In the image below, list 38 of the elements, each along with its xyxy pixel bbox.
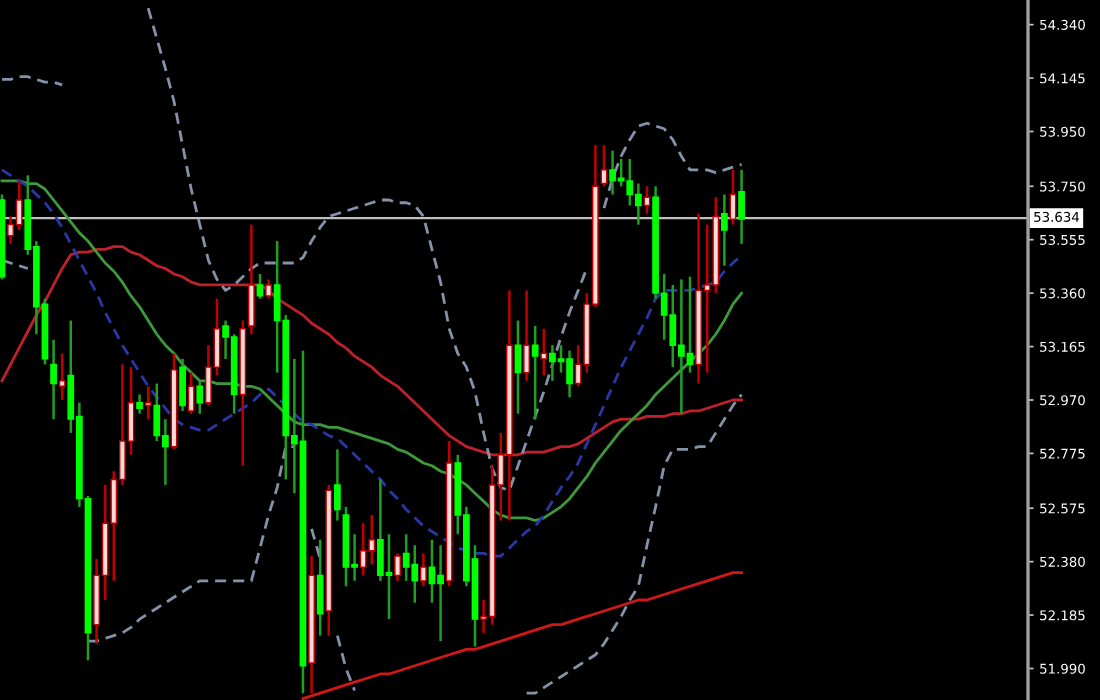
candlestick [566, 349, 573, 399]
candlestick [153, 382, 161, 443]
candlestick [540, 327, 548, 377]
candlestick [265, 278, 272, 300]
candlestick [626, 157, 634, 207]
candlestick [531, 324, 539, 421]
candlestick [703, 223, 711, 374]
candlestick [428, 538, 436, 604]
candlestick [669, 283, 677, 369]
candlestick [523, 289, 530, 383]
candlestick [385, 533, 393, 621]
candlestick [721, 193, 728, 267]
candlestick [549, 343, 556, 383]
candlestick [600, 143, 608, 188]
candlestick [394, 552, 401, 583]
line-series [301, 571, 743, 700]
candlestick [187, 371, 195, 415]
candlestick [420, 552, 427, 588]
candlestick [437, 543, 444, 643]
candlestick [359, 522, 367, 577]
candlestick [179, 357, 186, 413]
candlestick [334, 448, 341, 522]
candlestick [316, 538, 324, 637]
candlestick [729, 168, 737, 226]
candlestick [50, 338, 57, 421]
candlestick [402, 533, 410, 583]
candlestick [136, 393, 143, 415]
candlestick [617, 157, 625, 188]
candlestick [15, 179, 23, 232]
candlestick [368, 513, 376, 566]
candlestick [196, 379, 204, 415]
candlestick [248, 223, 255, 336]
candlestick [738, 168, 745, 246]
candlestick [256, 272, 264, 300]
candlestick [411, 543, 419, 604]
candlestick [144, 385, 152, 421]
candlestick [58, 352, 66, 402]
candlestick [377, 478, 384, 583]
